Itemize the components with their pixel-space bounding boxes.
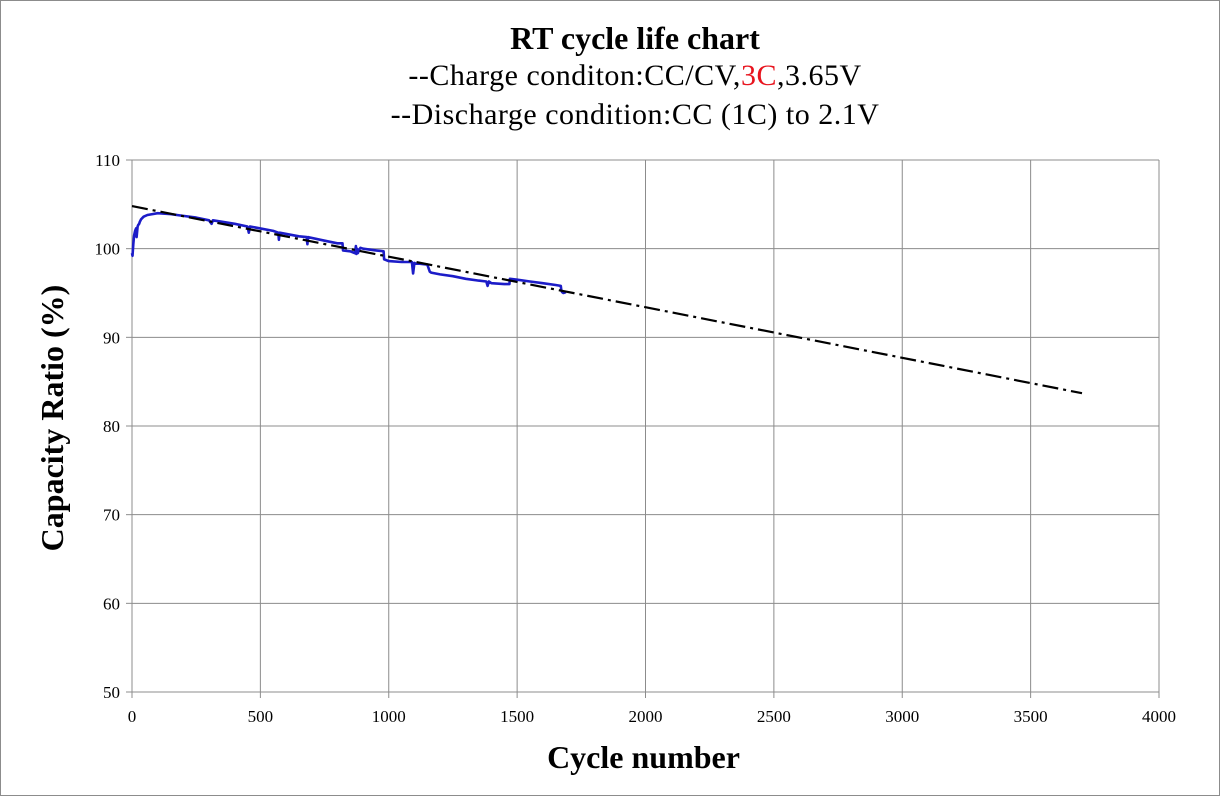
- subtitle-part: --Charge conditon:CC/CV,: [408, 59, 741, 92]
- gridlines: [126, 159, 1160, 698]
- x-tick-label: 3000: [885, 707, 919, 726]
- y-tick-label: 50: [103, 683, 120, 702]
- tick-labels: 50 60 70 80 90 100 110 0 500 1000 1500 2000 2500 3000…: [95, 151, 1177, 726]
- x-axis-title: Cycle number: [547, 739, 740, 775]
- subtitle-part: ,3.65V: [776, 59, 862, 92]
- x-tick-label: 1000: [372, 707, 406, 726]
- x-tick-label: 4000: [1142, 707, 1176, 726]
- measured-capacity-line: [130, 211, 567, 295]
- x-tick-label: 500: [248, 707, 274, 726]
- y-tick-label: 110: [95, 151, 120, 170]
- x-tick-label: 3500: [1014, 707, 1048, 726]
- chart-title: RT cycle life chart: [510, 20, 760, 56]
- trend-line: [131, 205, 1083, 395]
- subtitle-part: --Discharge condition:CC (1C) to 2.1V: [390, 98, 880, 131]
- x-tick-label: 2500: [757, 707, 791, 726]
- y-tick-label: 100: [95, 240, 121, 259]
- series-layer: [130, 205, 1083, 395]
- chart-subtitle-charge: --Charge conditon:CC/CV,3C,3.65V: [1, 59, 1220, 93]
- x-tick-label: 2000: [629, 707, 663, 726]
- x-tick-label: 1500: [500, 707, 534, 726]
- y-tick-label: 80: [103, 417, 120, 436]
- chart-subtitle-discharge: --Discharge condition:CC (1C) to 2.1V: [1, 98, 1220, 132]
- y-axis-title: Capacity Ratio (%): [34, 285, 70, 552]
- y-tick-label: 60: [103, 594, 120, 613]
- y-tick-label: 70: [103, 506, 120, 525]
- x-tick-label: 0: [128, 707, 137, 726]
- subtitle-part: 3C: [740, 59, 777, 92]
- y-tick-label: 90: [103, 328, 120, 347]
